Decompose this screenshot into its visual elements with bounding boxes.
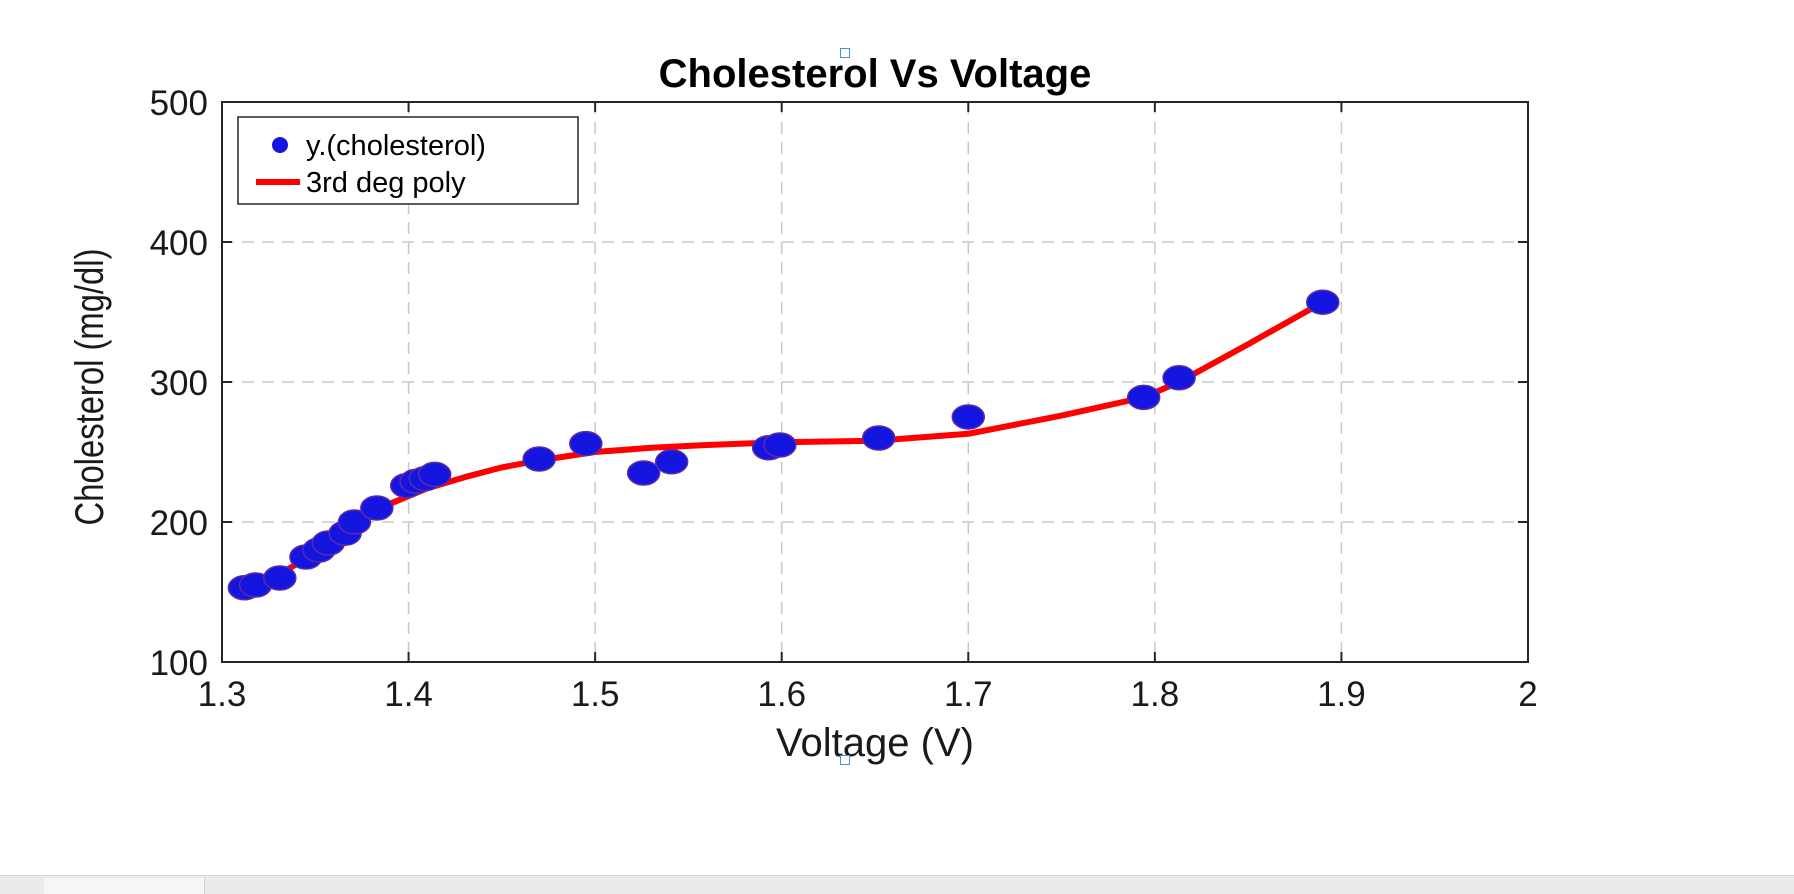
legend-box — [237, 116, 579, 205]
grid — [222, 102, 1528, 662]
selection-handle-top[interactable] — [840, 48, 850, 58]
ticks: 1.3 1.4 1.5 1.6 1.7 1.8 1.9 2 100 200 300 400 500 — [150, 84, 1538, 714]
data-point — [951, 404, 986, 430]
y-tick-label: 400 — [150, 224, 208, 263]
data-points-layer — [227, 289, 1340, 601]
data-point — [626, 460, 661, 486]
data-point — [417, 461, 452, 488]
data-point — [763, 432, 797, 458]
data-point — [360, 495, 394, 521]
data-point — [1126, 384, 1161, 411]
status-tab[interactable] — [44, 878, 205, 894]
data-point — [1306, 289, 1340, 315]
data-point — [522, 446, 556, 472]
x-tick-label: 2 — [1518, 675, 1537, 714]
y-tick-label: 300 — [150, 364, 208, 403]
legend-label-line: 3rd deg poly — [306, 167, 466, 199]
x-tick-label: 1.7 — [944, 675, 993, 714]
status-bar — [0, 875, 1794, 894]
data-point — [337, 509, 372, 535]
x-tick-label: 1.6 — [757, 675, 806, 714]
y-tick-label: 200 — [150, 504, 208, 543]
data-point — [1162, 365, 1196, 391]
y-tick-label: 100 — [150, 644, 208, 683]
data-point — [263, 565, 297, 591]
y-axis-label: Cholesterol (mg/dl) — [67, 249, 112, 526]
x-tick-label: 1.9 — [1317, 675, 1366, 714]
data-point — [569, 430, 603, 457]
data-point — [861, 425, 896, 451]
legend-marker-scatter — [272, 137, 288, 153]
legend: y.(cholesterol) 3rd deg poly — [237, 116, 579, 205]
selection-handle-bottom[interactable] — [840, 755, 850, 765]
chart-title: Cholesterol Vs Voltage — [659, 52, 1092, 96]
legend-label-scatter: y.(cholesterol) — [306, 130, 486, 162]
data-point — [654, 449, 689, 475]
x-tick-label: 1.3 — [198, 675, 247, 714]
x-tick-label: 1.5 — [571, 675, 620, 714]
x-tick-label: 1.4 — [384, 675, 433, 714]
y-tick-label: 500 — [150, 84, 208, 123]
x-axis-label: Voltage (V) — [776, 721, 974, 765]
x-tick-label: 1.8 — [1131, 675, 1180, 714]
